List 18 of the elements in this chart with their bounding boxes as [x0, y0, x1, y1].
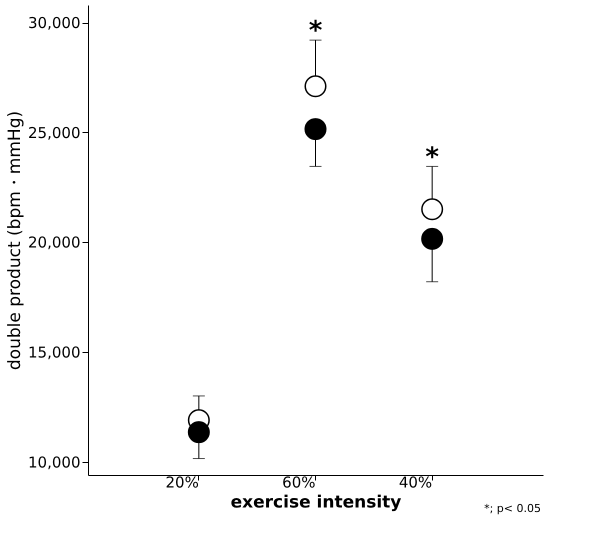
y-tick-label: 10,000 — [28, 453, 80, 472]
annotation: * — [425, 142, 440, 172]
y-tick-label: 20,000 — [28, 234, 80, 252]
point — [304, 75, 326, 98]
y-tick-label: 15,000 — [28, 344, 80, 362]
x-axis-title: exercise intensity — [230, 492, 402, 512]
y-tick-label: 25,000 — [28, 124, 80, 142]
x-tick-label: 20% — [165, 474, 199, 492]
annotation: * — [308, 16, 323, 46]
text: *; p< 0.05 — [484, 502, 541, 515]
y-tick-label: 30,000 — [28, 14, 80, 32]
point — [421, 228, 444, 250]
point — [188, 421, 210, 444]
x-tick-label: 40% — [398, 474, 432, 492]
point — [304, 118, 326, 140]
y-axis-title: double product (bpm・mmHg) — [5, 110, 26, 370]
x-tick-label: 60% — [282, 474, 316, 492]
point — [421, 198, 444, 220]
